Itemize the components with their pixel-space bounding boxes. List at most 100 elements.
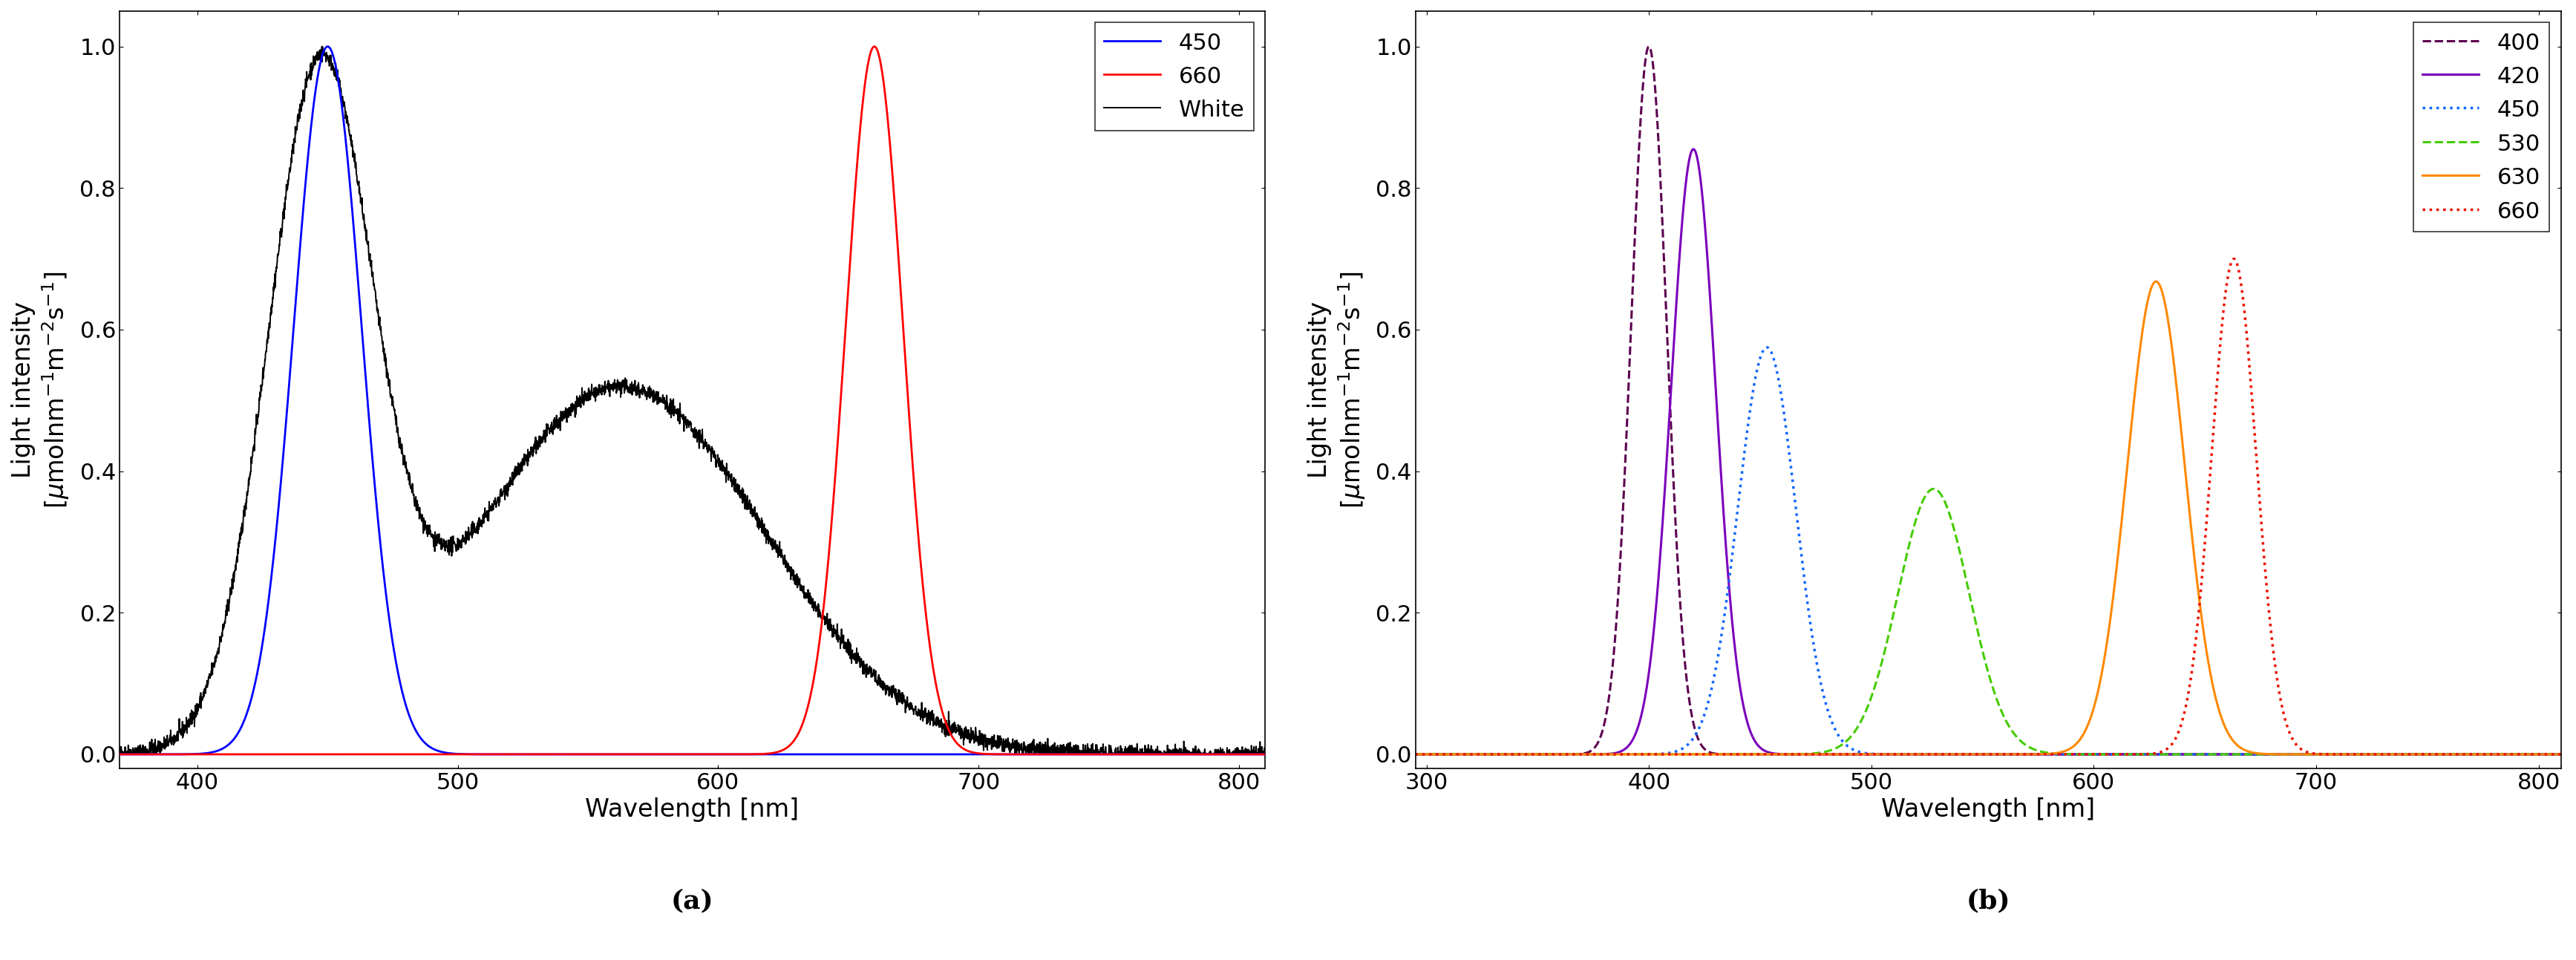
400 xyxy=(1458,749,1489,760)
660 xyxy=(832,298,863,309)
630 xyxy=(2545,749,2576,760)
450 xyxy=(953,749,984,760)
630 xyxy=(2141,276,2172,287)
530 xyxy=(2128,749,2159,760)
Y-axis label: Light intensity
[$\mu$molnm$^{-1}$m$^{-2}$s$^{-1}$]: Light intensity [$\mu$molnm$^{-1}$m$^{-2… xyxy=(10,272,72,509)
530 xyxy=(2249,749,2280,760)
630 xyxy=(2249,748,2280,759)
400 xyxy=(1814,749,1844,760)
Legend: 400, 420, 450, 530, 630, 660: 400, 420, 450, 530, 630, 660 xyxy=(2414,22,2550,231)
530 xyxy=(2545,749,2576,760)
660 xyxy=(2311,749,2342,760)
420 xyxy=(1814,749,1844,760)
X-axis label: Wavelength [nm]: Wavelength [nm] xyxy=(585,798,799,823)
Legend: 450, 660, White: 450, 660, White xyxy=(1095,22,1255,131)
400 xyxy=(2545,749,2576,760)
630 xyxy=(1399,749,1430,760)
660 xyxy=(2079,749,2110,760)
660 xyxy=(2249,559,2280,570)
400 xyxy=(1633,40,1664,52)
450 xyxy=(1249,749,1280,760)
450 xyxy=(2079,749,2110,760)
450 xyxy=(1399,749,1430,760)
White xyxy=(106,749,137,760)
420 xyxy=(1677,143,1708,155)
660 xyxy=(162,749,193,760)
420 xyxy=(2311,749,2342,760)
660 xyxy=(2545,749,2576,760)
660 xyxy=(103,749,134,760)
660 xyxy=(781,730,811,741)
White xyxy=(585,388,616,399)
Line: 630: 630 xyxy=(1414,281,2561,755)
Text: (b): (b) xyxy=(1965,888,2009,914)
450 xyxy=(1458,749,1489,760)
660 xyxy=(1814,749,1844,760)
White xyxy=(103,745,134,756)
630 xyxy=(1458,749,1489,760)
White xyxy=(595,384,626,396)
630 xyxy=(2311,749,2342,760)
660 xyxy=(2128,749,2159,760)
660 xyxy=(1015,749,1046,760)
630 xyxy=(2079,704,2110,715)
530 xyxy=(2311,749,2342,760)
660 xyxy=(2218,253,2249,265)
White xyxy=(1249,747,1280,758)
660 xyxy=(1249,749,1280,760)
X-axis label: Wavelength [nm]: Wavelength [nm] xyxy=(1880,798,2094,823)
450 xyxy=(1752,342,1783,353)
530 xyxy=(1399,749,1430,760)
Line: 660: 660 xyxy=(1414,259,2561,755)
450 xyxy=(2128,749,2159,760)
Line: 420: 420 xyxy=(1414,149,2561,755)
Line: 660: 660 xyxy=(118,46,1265,755)
Line: White: White xyxy=(118,46,1265,755)
450 xyxy=(2249,749,2280,760)
400 xyxy=(2128,749,2159,760)
Line: 450: 450 xyxy=(118,46,1265,755)
420 xyxy=(2249,749,2280,760)
Y-axis label: Light intensity
[$\mu$molnm$^{-1}$m$^{-2}$s$^{-1}$]: Light intensity [$\mu$molnm$^{-1}$m$^{-2… xyxy=(1306,272,1368,509)
Line: 400: 400 xyxy=(1414,46,2561,755)
420 xyxy=(2079,749,2110,760)
400 xyxy=(2311,749,2342,760)
450 xyxy=(783,749,814,760)
450 xyxy=(1015,749,1046,760)
420 xyxy=(2545,749,2576,760)
420 xyxy=(1399,749,1430,760)
420 xyxy=(1458,749,1489,760)
450 xyxy=(162,749,193,760)
660 xyxy=(953,746,984,757)
660 xyxy=(858,40,889,52)
Line: 530: 530 xyxy=(1414,489,2561,755)
660 xyxy=(518,749,549,760)
530 xyxy=(1814,745,1844,756)
White xyxy=(1216,749,1247,760)
450 xyxy=(103,749,134,760)
660 xyxy=(1399,749,1430,760)
660 xyxy=(1458,749,1489,760)
Text: (a): (a) xyxy=(670,888,714,914)
530 xyxy=(2079,749,2110,760)
White xyxy=(307,40,337,52)
420 xyxy=(2128,749,2159,760)
400 xyxy=(2321,749,2352,760)
400 xyxy=(1399,749,1430,760)
White xyxy=(649,392,680,403)
630 xyxy=(1814,749,1844,760)
White xyxy=(1157,749,1188,760)
400 xyxy=(2249,749,2280,760)
630 xyxy=(2128,321,2159,332)
450 xyxy=(832,749,863,760)
Line: 450: 450 xyxy=(1414,348,2561,755)
400 xyxy=(2079,749,2110,760)
White xyxy=(938,728,969,739)
450 xyxy=(312,40,343,52)
420 xyxy=(2537,749,2568,760)
450 xyxy=(518,749,549,760)
450 xyxy=(2545,749,2576,760)
450 xyxy=(1814,712,1844,724)
530 xyxy=(1919,483,1950,494)
530 xyxy=(1458,749,1489,760)
